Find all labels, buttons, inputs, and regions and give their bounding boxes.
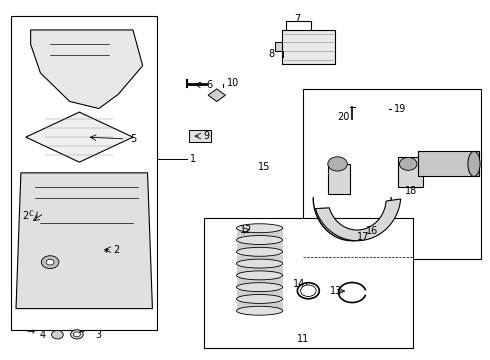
Bar xyxy=(275,42,290,51)
Text: 15: 15 xyxy=(258,162,270,172)
Text: 2: 2 xyxy=(114,245,120,255)
Polygon shape xyxy=(316,199,401,241)
Text: 1: 1 xyxy=(191,154,196,163)
Circle shape xyxy=(65,62,104,91)
Text: 9: 9 xyxy=(203,131,210,141)
Bar xyxy=(203,217,413,348)
Bar xyxy=(189,130,211,143)
Ellipse shape xyxy=(237,294,283,303)
Polygon shape xyxy=(237,302,283,309)
Circle shape xyxy=(399,157,417,170)
Text: 20: 20 xyxy=(338,112,350,122)
Text: ℂ: ℂ xyxy=(28,211,33,217)
Text: 4: 4 xyxy=(40,330,46,341)
Ellipse shape xyxy=(237,247,283,256)
Ellipse shape xyxy=(237,306,283,315)
Bar xyxy=(282,30,335,64)
Ellipse shape xyxy=(468,152,480,176)
Polygon shape xyxy=(30,30,143,109)
Polygon shape xyxy=(328,164,350,194)
Ellipse shape xyxy=(237,235,283,244)
Text: 14: 14 xyxy=(294,279,306,289)
Polygon shape xyxy=(26,112,133,162)
Bar xyxy=(11,16,157,330)
Polygon shape xyxy=(237,231,283,238)
Ellipse shape xyxy=(237,259,283,268)
Text: 3: 3 xyxy=(96,330,102,341)
Circle shape xyxy=(51,330,63,339)
Circle shape xyxy=(46,259,54,265)
Text: 17: 17 xyxy=(357,232,369,242)
Polygon shape xyxy=(237,266,283,274)
Ellipse shape xyxy=(237,271,283,280)
Circle shape xyxy=(72,67,97,85)
Text: 2: 2 xyxy=(22,211,28,221)
Text: 6: 6 xyxy=(206,80,212,90)
Text: $\ast$: $\ast$ xyxy=(102,245,110,255)
Text: 12: 12 xyxy=(240,225,252,235)
Circle shape xyxy=(41,256,59,269)
Polygon shape xyxy=(237,278,283,285)
Polygon shape xyxy=(237,290,283,297)
Ellipse shape xyxy=(237,283,283,292)
Ellipse shape xyxy=(300,285,316,296)
Text: 5: 5 xyxy=(130,134,137,144)
Text: →: → xyxy=(26,327,35,337)
Bar xyxy=(303,89,481,258)
Text: 13: 13 xyxy=(330,286,343,296)
Text: 10: 10 xyxy=(227,78,239,88)
Text: 8: 8 xyxy=(268,49,274,59)
Text: 19: 19 xyxy=(393,104,406,113)
Polygon shape xyxy=(237,255,283,262)
Polygon shape xyxy=(398,157,423,187)
Text: 16: 16 xyxy=(366,226,378,236)
Circle shape xyxy=(71,330,83,339)
Bar xyxy=(208,89,225,102)
Ellipse shape xyxy=(237,224,283,233)
Text: ←: ← xyxy=(79,329,85,336)
Text: 18: 18 xyxy=(405,186,417,196)
Polygon shape xyxy=(237,243,283,250)
Polygon shape xyxy=(418,152,479,176)
Text: 7: 7 xyxy=(294,14,300,23)
Circle shape xyxy=(328,157,347,171)
Polygon shape xyxy=(16,173,152,309)
Text: 11: 11 xyxy=(297,334,310,344)
Circle shape xyxy=(74,332,80,337)
